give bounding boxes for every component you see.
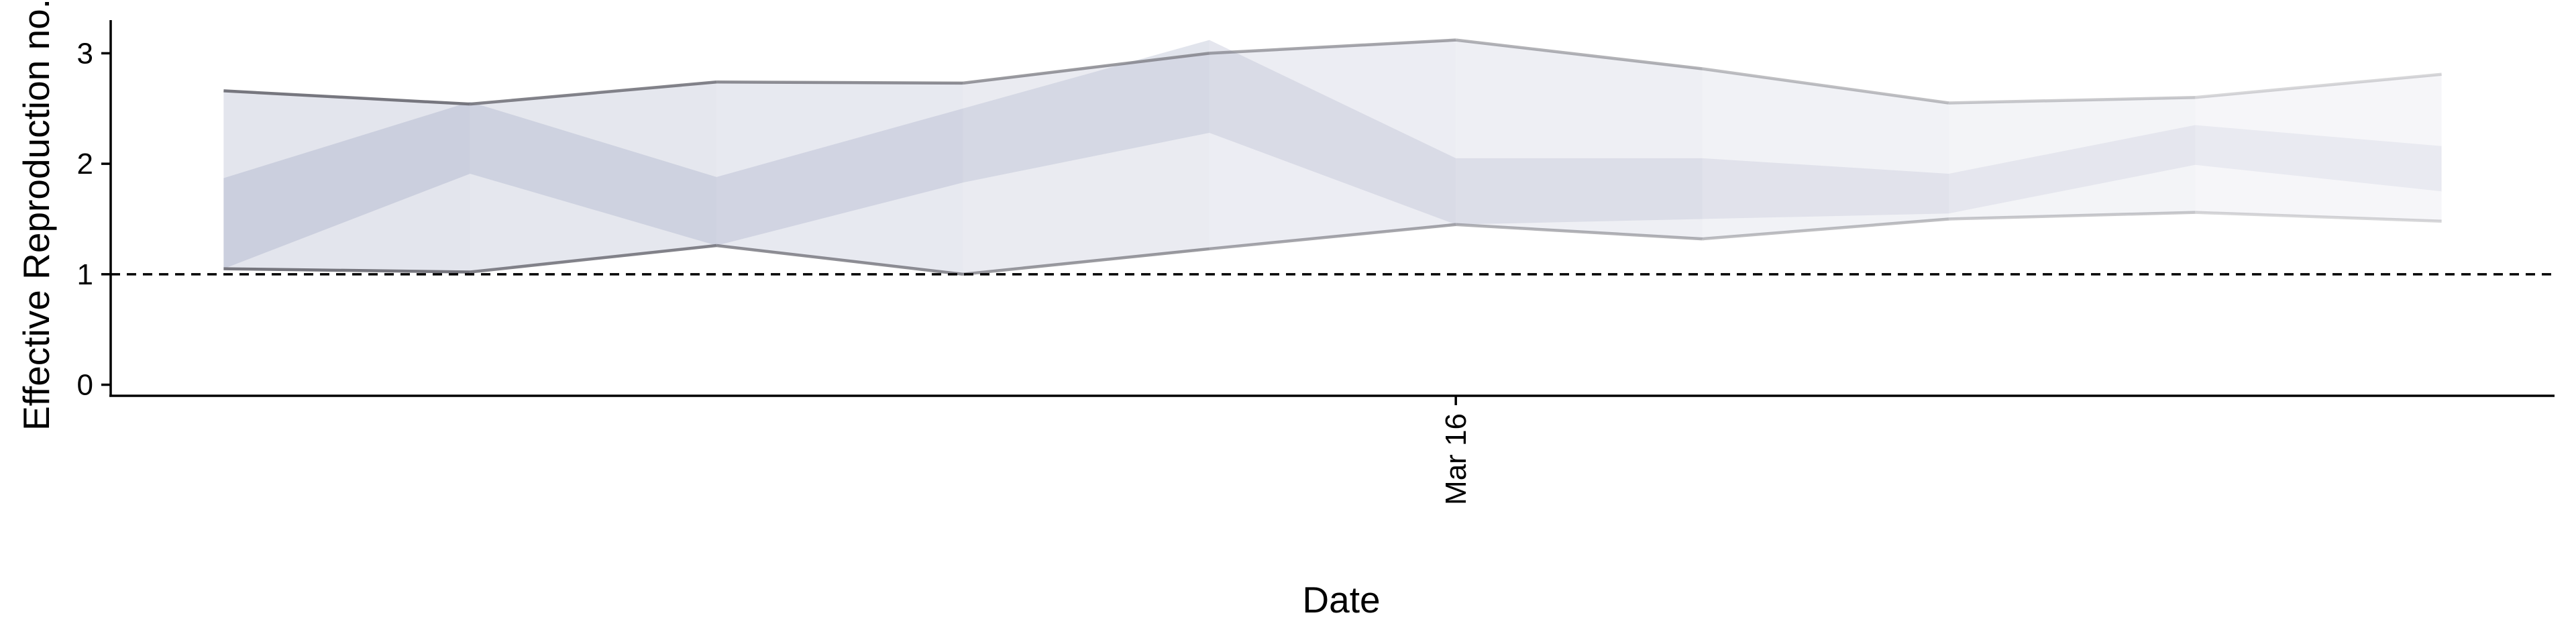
band-90-segment-8: [1948, 97, 2196, 219]
y-tick-label-3: 3: [77, 37, 93, 70]
band-50-segment-5: [1209, 40, 1456, 225]
lower-90-edge-6: [1456, 223, 1703, 241]
band-50-segment-3: [716, 108, 963, 246]
band-50-segment-8: [1948, 125, 2196, 214]
upper-90-edge-7: [1702, 67, 1949, 105]
band-50-segment-1: [223, 101, 470, 269]
band-90-segment-6: [1456, 40, 1703, 239]
band-90-segment-4: [963, 53, 1210, 274]
lower-90-edge-2: [470, 244, 717, 274]
lower-90-edge-5: [1209, 223, 1456, 251]
x-axis-title: Date: [1302, 579, 1380, 621]
upper-90-edge-1: [223, 89, 470, 106]
lower-90-edge-3: [716, 244, 963, 276]
confidence-bands: [223, 40, 2442, 274]
x-tick-label-1: Mar 16: [1440, 413, 1472, 505]
upper-90-edge-6: [1455, 38, 1703, 70]
x-axis-ticks: Mar 16: [1440, 396, 1472, 505]
band-50-segment-4: [963, 40, 1210, 183]
upper-90-edge-2: [470, 80, 717, 106]
band-50-segment-6: [1456, 158, 1703, 225]
y-axis-title: Effective Reproduction no.: [15, 0, 57, 431]
y-tick-label-0: 0: [77, 369, 93, 402]
band-90-segment-5: [1209, 40, 1456, 249]
y-tick-label-2: 2: [77, 148, 93, 180]
lower-90-edge-7: [1702, 217, 1949, 241]
lower-90-edge-8: [1948, 211, 2196, 221]
band-90-segment-7: [1702, 68, 1949, 239]
band-50-segment-7: [1702, 158, 1949, 219]
lower-90-edge-4: [963, 247, 1210, 276]
band-90-segment-3: [716, 82, 963, 274]
band-50-segment-2: [470, 101, 717, 246]
lower-90-edge-1: [223, 267, 470, 274]
band-50-segment-9: [2195, 125, 2442, 192]
upper-90-edge-3: [716, 80, 963, 85]
y-tick-label-1: 1: [77, 258, 93, 291]
upper-90-edge-8: [1948, 96, 2196, 105]
interval-edges: [223, 38, 2442, 276]
lower-90-edge-9: [2195, 211, 2442, 223]
upper-90-edge-5: [1209, 38, 1456, 55]
upper-90-edge-9: [2195, 72, 2442, 99]
y-axis-ticks: 0 1 2 3: [77, 37, 111, 402]
upper-90-edge-4: [963, 52, 1210, 85]
band-90-segment-9: [2195, 74, 2442, 221]
